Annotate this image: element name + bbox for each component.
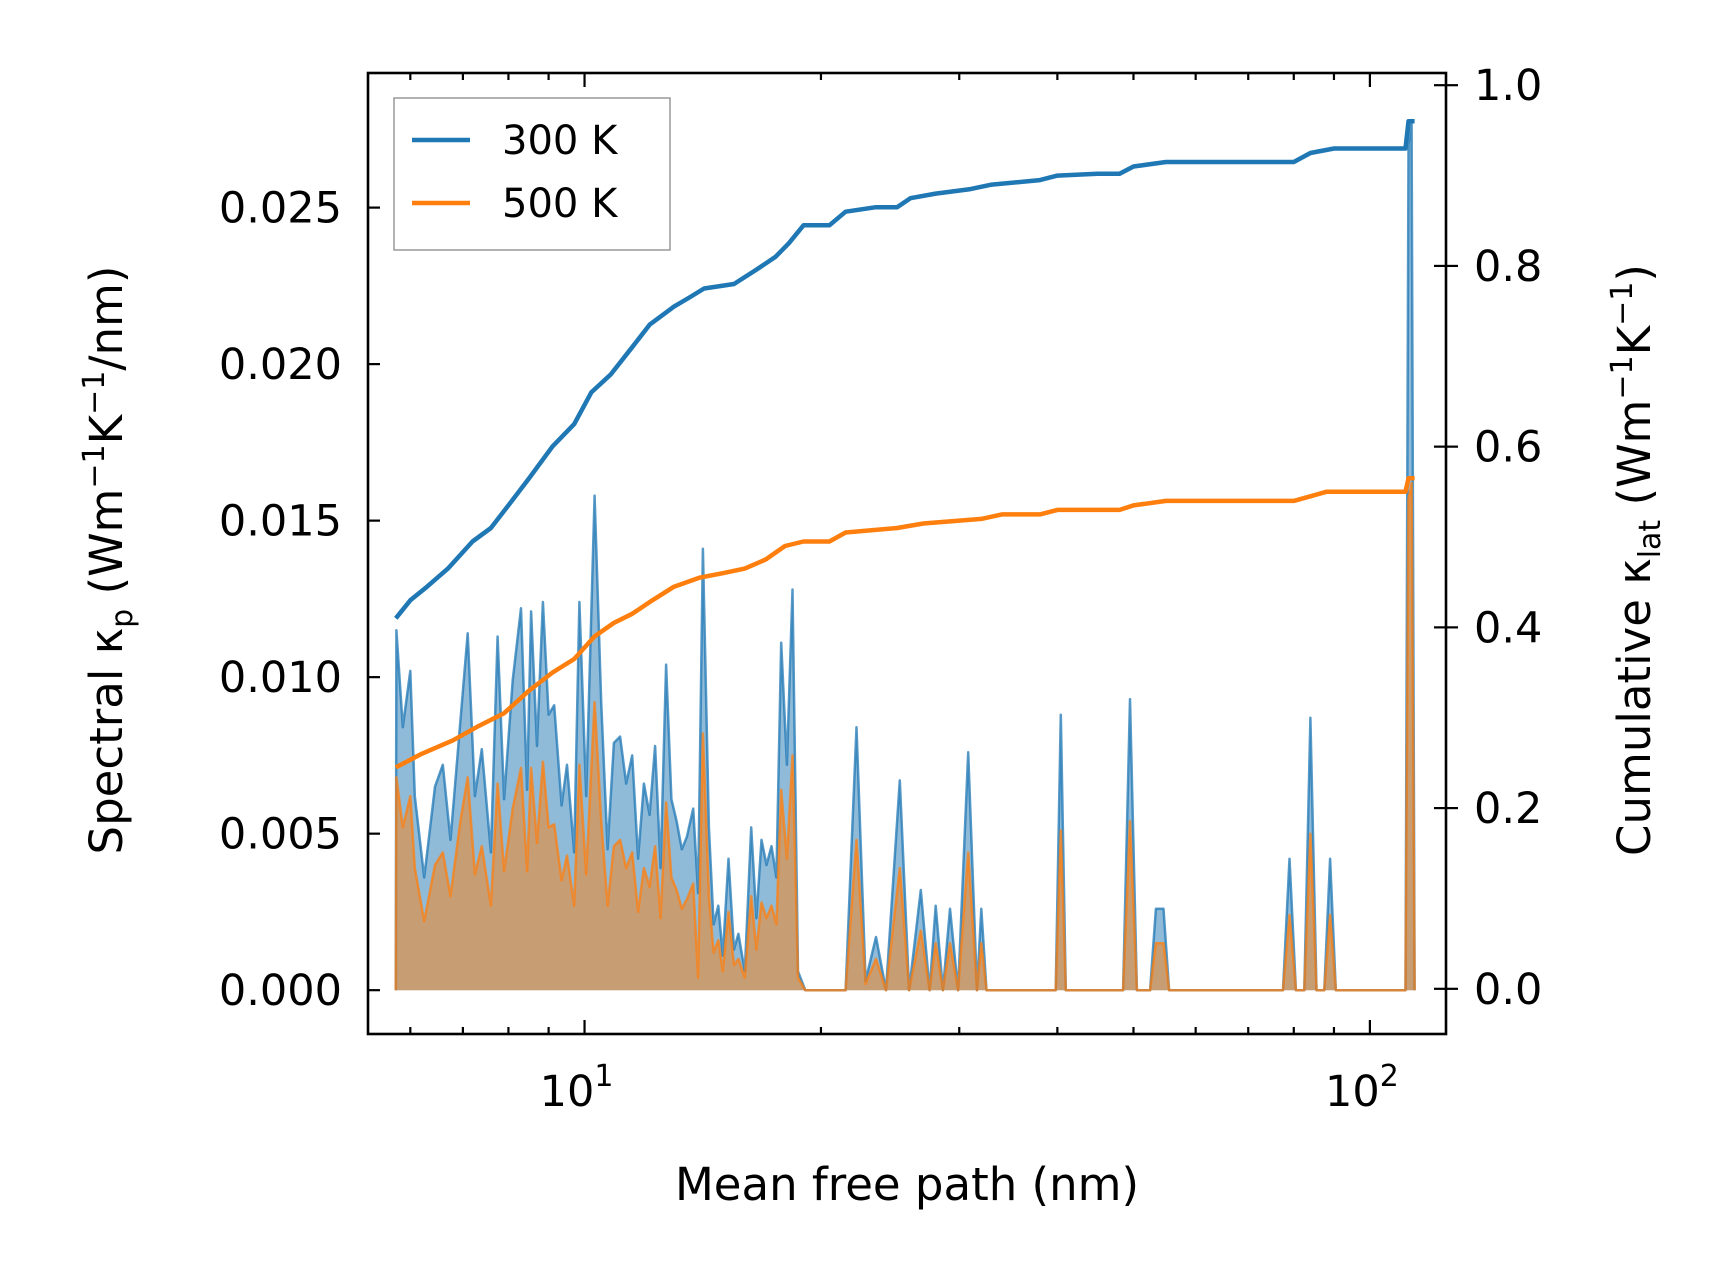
legend: 300 K 500 K (393, 97, 671, 251)
right-y-label-mid: K (1608, 324, 1661, 355)
left-y-label-sub: p (105, 609, 140, 628)
left-y-label-tail: /nm) (80, 266, 133, 371)
right-y-label-sub: lat (1633, 520, 1668, 559)
right-y-label-tail: ) (1608, 264, 1661, 282)
cumulative-line-300k (394, 119, 1415, 620)
right-y-label-text: Cumulative κ (1608, 558, 1661, 856)
left-y-label-text: Spectral κ (80, 628, 133, 855)
cumulative-line-500k (394, 476, 1415, 770)
left-y-tick-label: 0.015 (219, 497, 342, 547)
right-y-label-sup1: −1 (1605, 355, 1640, 399)
left-y-tick-label: 0.010 (219, 653, 342, 703)
left-y-tick-label: 0.020 (219, 340, 342, 390)
plot-frame (366, 71, 1448, 1036)
spectral-fill-500k (395, 483, 1415, 991)
right-y-tick-label: 0.0 (1474, 965, 1542, 1015)
left-y-label-mid: K (80, 413, 133, 444)
axis-ticks (368, 73, 1458, 1034)
right-y-tick-label: 0.8 (1474, 242, 1542, 292)
tick-labels: 0.000 0.005 0.010 0.015 0.020 0.025 0.0 0.2 0.4 0… (219, 61, 1543, 1117)
right-y-label-unit: (Wm (1608, 400, 1661, 520)
right-y-tick-label: 0.2 (1474, 784, 1542, 834)
left-y-label-sup2: −1 (77, 371, 112, 415)
legend-label-300k: 300 K (502, 118, 619, 164)
legend-label-500k: 500 K (502, 181, 619, 227)
cumulative-lines (394, 119, 1415, 770)
left-y-label-sup1: −1 (77, 444, 112, 488)
legend-box (393, 97, 671, 251)
right-y-label-sup2: −1 (1605, 282, 1640, 326)
left-y-tick-label: 0.005 (219, 810, 342, 860)
x-tick-label: 102 (1325, 1059, 1399, 1117)
left-y-axis-label: Spectral κp (Wm−1K−1/nm) (77, 266, 140, 855)
spectral-line-300k (394, 118, 1416, 992)
left-y-label-unit: (Wm (80, 489, 133, 609)
right-y-tick-label: 0.4 (1474, 603, 1542, 653)
right-y-axis-label: Cumulative κlat (Wm−1K−1) (1605, 264, 1668, 856)
x-tick-label: 101 (540, 1059, 614, 1117)
left-y-tick-label: 0.000 (219, 966, 342, 1016)
right-y-tick-label: 1.0 (1474, 61, 1542, 111)
left-y-tick-label: 0.025 (219, 184, 342, 234)
spectral-line-500k (394, 481, 1416, 992)
right-y-tick-label: 0.6 (1474, 423, 1542, 473)
x-axis-label: Mean free path (nm) (675, 1158, 1139, 1211)
spectral-lines (394, 118, 1416, 992)
